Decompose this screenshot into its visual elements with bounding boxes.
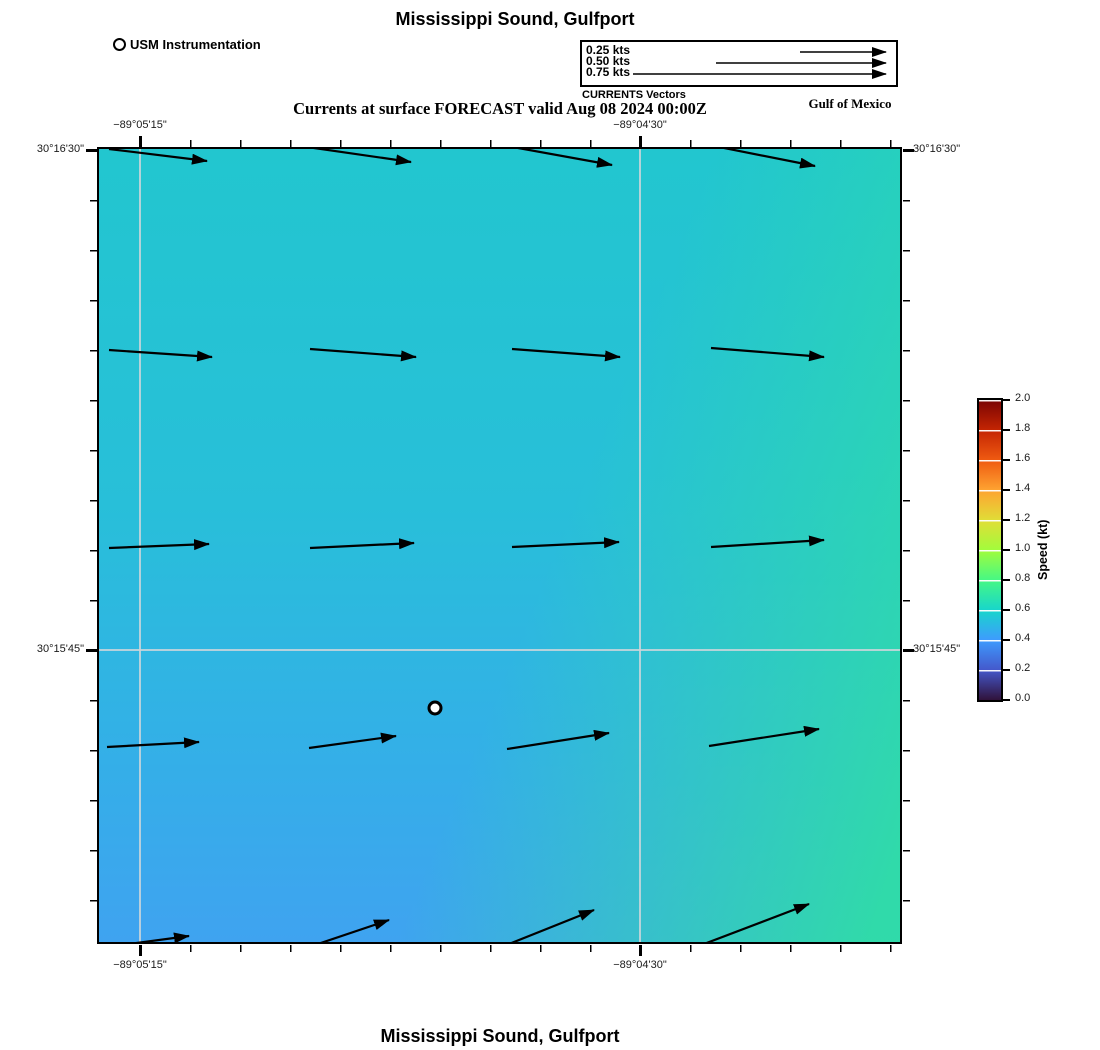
lat-gridline (99, 649, 900, 651)
current-vector-arrow (108, 149, 208, 165)
colorbar-tick-label: 1.0 (1015, 542, 1031, 554)
colorbar-tick-label: 2.0 (1015, 392, 1031, 404)
region-label: Gulf of Mexico (808, 96, 892, 111)
current-vector-arrow (309, 347, 417, 362)
major-tick (639, 136, 642, 147)
lat-tick-label: 30°16'30" (36, 143, 84, 155)
current-vector-arrow (723, 149, 816, 169)
lon-tick-label: −89°05'15" (113, 119, 167, 131)
current-vector-arrow (708, 725, 820, 748)
bottom-title: Mississippi Sound, Gulfport (380, 1026, 620, 1046)
colorbar-tick-label: 1.8 (1015, 422, 1031, 434)
major-tick (86, 649, 97, 652)
lon-gridline (139, 149, 141, 942)
speed-colorbar (977, 398, 1003, 702)
colorbar-tick-label: 0.4 (1015, 632, 1031, 644)
colorbar-tick-label: 0.6 (1015, 602, 1031, 614)
colorbar-axis-label: Speed (kt) (1036, 519, 1050, 581)
current-vector-arrow (511, 347, 621, 362)
station-marker-icon (113, 37, 126, 51)
current-vector-arrow (106, 737, 200, 749)
major-tick (86, 149, 97, 152)
current-vector-arrow (108, 348, 213, 362)
left-axis-ticks (90, 150, 97, 903)
major-tick (903, 149, 914, 152)
lat-tick-label: 30°16'30" (913, 143, 961, 155)
lon-gridline (639, 149, 641, 942)
legend-arrows (633, 47, 887, 79)
current-vector-arrow (135, 932, 190, 942)
current-speed-map (97, 147, 902, 944)
colorbar-tick-label: 0.2 (1015, 662, 1031, 674)
current-vector-arrow (320, 918, 390, 942)
current-vector-arrow (511, 537, 620, 549)
colorbar-tick-label: 0.8 (1015, 572, 1031, 584)
station-marker (427, 700, 443, 716)
lat-tick-label: 30°15'45" (913, 643, 961, 655)
legend-speed-label: 0.75 kts (586, 65, 631, 79)
major-tick (139, 136, 142, 147)
colorbar-ticks (1003, 399, 1010, 701)
legend-speed-label: 0.50 kts (586, 54, 631, 68)
major-tick (903, 649, 914, 652)
colorbar-tick-label: 0.0 (1015, 692, 1031, 704)
current-vector-arrow (506, 729, 610, 751)
colorbar-tick-label: 1.2 (1015, 512, 1031, 524)
legend-title: CURRENTS Vectors (582, 89, 686, 101)
current-vector-arrow (710, 346, 825, 362)
current-vector-arrow (108, 539, 210, 551)
lon-tick-label: −89°04'30" (613, 119, 667, 131)
top-axis-ticks (140, 140, 893, 147)
current-vector-arrow (309, 538, 415, 550)
current-vector-arrow (313, 149, 412, 166)
current-vector-arrow (710, 535, 825, 549)
colorbar-tick-label: 1.4 (1015, 482, 1031, 494)
current-vector-arrow (511, 908, 595, 942)
right-axis-ticks (903, 150, 910, 903)
current-vectors-layer (106, 149, 825, 942)
major-tick (639, 945, 642, 956)
current-vector-arrow (308, 732, 397, 750)
page-title: Mississippi Sound, Gulfport (395, 9, 635, 29)
station-legend: USM Instrumentation (113, 36, 261, 52)
colorbar-tick-label: 1.6 (1015, 452, 1031, 464)
station-legend-label: USM Instrumentation (130, 36, 261, 52)
lat-tick-label: 30°15'45" (36, 643, 84, 655)
major-tick (139, 945, 142, 956)
bottom-axis-ticks (140, 945, 893, 952)
lon-tick-label: −89°05'15" (113, 959, 167, 971)
lon-tick-label: −89°04'30" (613, 959, 667, 971)
vector-scale-legend: 0.25 kts 0.50 kts 0.75 kts (580, 40, 898, 87)
current-vector-arrow (706, 902, 810, 942)
forecast-subtitle: Currents at surface FORECAST valid Aug 0… (293, 99, 707, 118)
current-vector-arrow (517, 149, 613, 168)
legend-speed-label: 0.25 kts (586, 43, 631, 57)
